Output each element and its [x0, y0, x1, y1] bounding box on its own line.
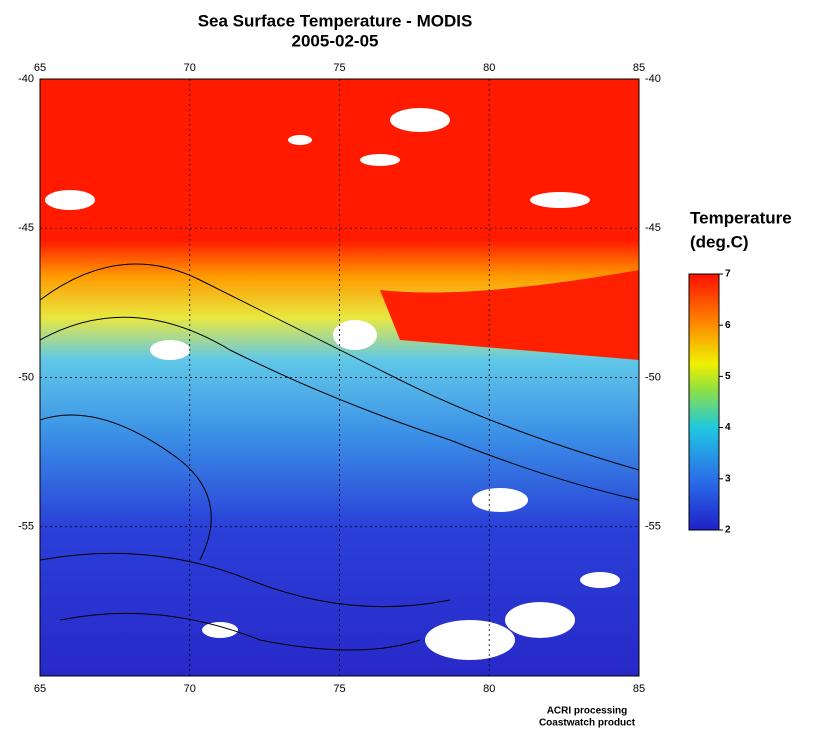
y-tick-label: -40	[18, 73, 34, 85]
x-tick-label: 85	[633, 683, 645, 695]
subtitle: 2005-02-05	[292, 31, 379, 50]
colorbar-tick-label: 6	[725, 320, 731, 331]
warm-tongue	[380, 270, 639, 360]
x-tick-label: 65	[34, 683, 46, 695]
y-tick-label: -55	[645, 521, 661, 533]
y-tick-label: -45	[18, 222, 34, 234]
y-tick-label: -50	[18, 371, 34, 383]
colorbar-tick-label: 2	[725, 525, 731, 536]
colorbar-tick-label: 4	[725, 422, 731, 433]
footer-line: ACRI processing	[547, 706, 628, 717]
x-tick-label: 65	[34, 62, 46, 74]
y-tick-label: -50	[645, 371, 661, 383]
x-tick-label: 70	[184, 683, 196, 695]
cloud-mask	[45, 108, 620, 660]
y-tick-label: -40	[645, 73, 661, 85]
sst-image	[40, 79, 639, 676]
colorbar-title: Temperature	[690, 208, 792, 227]
x-tick-label: 80	[483, 62, 495, 74]
y-tick-label: -45	[645, 222, 661, 234]
colorbar-tick-label: 3	[725, 473, 731, 484]
footer-line: Coastwatch product	[539, 718, 636, 729]
colorbar	[688, 273, 720, 531]
title: Sea Surface Temperature - MODIS	[198, 11, 473, 30]
colorbar-tick-label: 5	[725, 371, 731, 382]
x-tick-label: 85	[633, 62, 645, 74]
x-tick-label: 80	[483, 683, 495, 695]
x-tick-label: 75	[333, 683, 345, 695]
y-tick-label: -55	[18, 521, 34, 533]
sst-field	[40, 79, 639, 676]
bathymetry-contours	[40, 263, 639, 651]
x-tick-label: 70	[184, 62, 196, 74]
colorbar-tick-label: 7	[725, 269, 731, 280]
x-tick-label: 75	[333, 62, 345, 74]
colorbar-unit: (deg.C)	[690, 232, 749, 251]
